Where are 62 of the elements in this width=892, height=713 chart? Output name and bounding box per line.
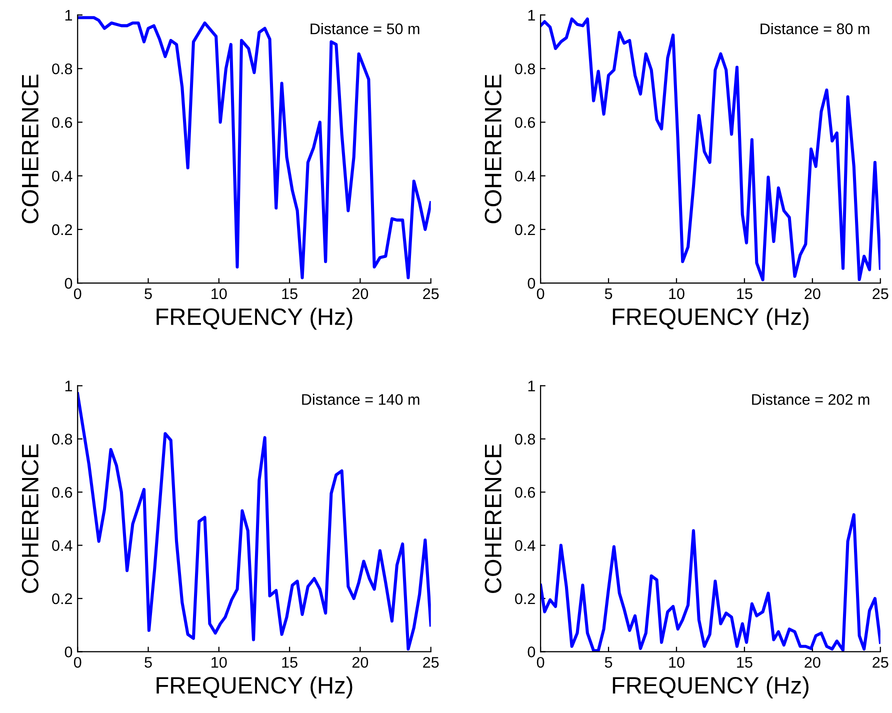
x-tick-label: 10: [669, 656, 684, 668]
y-tick-label: 1: [65, 380, 72, 392]
x-tick-label: 20: [352, 656, 368, 668]
y-axis-title: COHERENCE: [484, 444, 502, 593]
x-tick-label: 5: [144, 657, 152, 668]
y-tick-label: 0.8: [515, 434, 536, 445]
x-tick-label: 10: [212, 288, 227, 300]
x-tick-label: 15: [737, 657, 752, 668]
y-tick-label: 0.6: [515, 117, 536, 128]
annotation: Distance = 140 m: [302, 394, 420, 405]
x-tick-label: 15: [282, 288, 298, 300]
x-axis-title: FREQUENCY (Hz): [156, 308, 352, 330]
y-tick-label: 0.4: [52, 540, 72, 551]
y-axis-title: COHERENCE: [22, 74, 39, 224]
x-tick-label: 20: [804, 288, 820, 300]
x-tick-label: 25: [423, 288, 439, 300]
line-series: [78, 16, 431, 280]
x-tick-label: 5: [604, 288, 612, 300]
x-tick-label: 15: [737, 288, 752, 300]
y-tick-label: 0.2: [52, 593, 72, 604]
x-tick-label: 15: [282, 657, 298, 668]
x-tick-label: 0: [536, 288, 544, 300]
y-tick-label: 0.2: [515, 593, 535, 604]
x-tick-label: 10: [669, 288, 684, 300]
x-tick-label: 25: [423, 656, 439, 668]
annotation: Distance = 50 m: [310, 23, 420, 34]
annotation: Distance = 80 m: [760, 23, 870, 34]
x-tick-label: 5: [604, 657, 612, 668]
x-tick-label: 10: [212, 656, 227, 668]
y-tick-label: 0.8: [52, 434, 72, 445]
y-axis-title: COHERENCE: [22, 444, 39, 593]
y-tick-label: 0.2: [515, 224, 535, 236]
y-tick-label: 1: [65, 10, 72, 21]
y-tick-label: 0.4: [515, 540, 536, 551]
x-axis-title: FREQUENCY (Hz): [156, 676, 352, 698]
x-tick-label: 0: [74, 288, 82, 300]
y-tick-label: 0: [528, 646, 536, 658]
y-tick-label: 0.6: [515, 486, 536, 498]
y-tick-label: 1: [528, 380, 535, 392]
annotation: Distance = 202 m: [752, 394, 870, 405]
x-tick-label: 20: [352, 288, 368, 300]
y-tick-label: 1: [528, 10, 535, 21]
y-tick-label: 0: [64, 646, 72, 658]
y-tick-label: 0.8: [515, 63, 536, 74]
x-axis-title: FREQUENCY (Hz): [612, 308, 808, 330]
x-axis-title: FREQUENCY (Hz): [612, 676, 808, 698]
y-tick-label: 0.6: [52, 117, 72, 128]
x-tick-label: 5: [144, 288, 152, 300]
y-tick-label: 0.2: [52, 224, 72, 236]
y-tick-label: 0: [64, 278, 72, 289]
y-tick-label: 0: [528, 278, 536, 289]
x-tick-label: 0: [74, 656, 82, 668]
line-series: [540, 17, 880, 282]
y-tick-label: 0.8: [52, 63, 72, 74]
y-tick-label: 0.4: [52, 170, 72, 182]
x-tick-label: 20: [804, 656, 820, 668]
x-tick-label: 0: [536, 656, 544, 668]
y-tick-label: 0.6: [52, 486, 72, 498]
y-axis-title: COHERENCE: [484, 74, 502, 224]
x-tick-label: 25: [872, 288, 888, 300]
y-tick-label: 0.4: [515, 170, 536, 182]
x-tick-label: 25: [872, 656, 888, 668]
